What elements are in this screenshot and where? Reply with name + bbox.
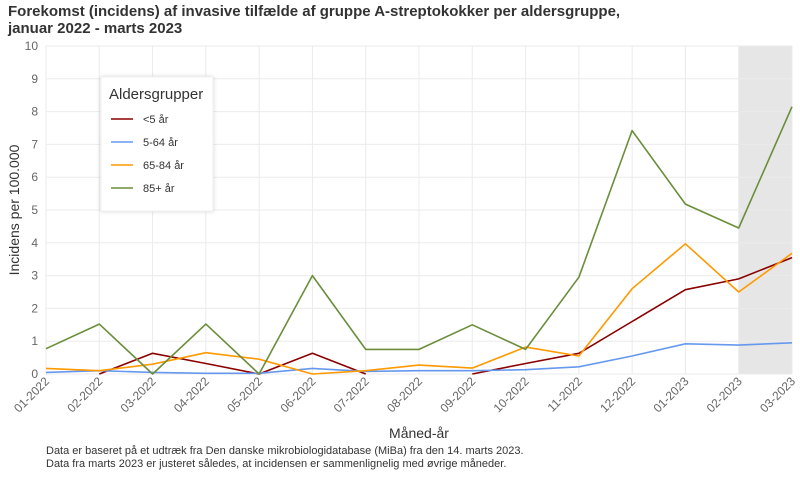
x-tick-label: 08-2022 xyxy=(384,374,425,415)
chart-title: Forekomst (incidens) af invasive tilfæld… xyxy=(8,3,788,37)
footnote: Data er baseret på et udtræk fra Den dan… xyxy=(46,445,524,471)
y-tick-label: 3 xyxy=(31,269,38,283)
x-tick-label: 04-2022 xyxy=(171,374,212,415)
y-tick-label: 1 xyxy=(31,334,38,348)
y-tick-label: 4 xyxy=(31,236,38,250)
y-tick-label: 0 xyxy=(31,367,38,381)
x-tick-label: 01-2023 xyxy=(651,374,692,415)
legend-entry: <5 år xyxy=(143,114,169,126)
x-tick-label: 09-2022 xyxy=(437,374,478,415)
y-tick-label: 9 xyxy=(31,72,38,86)
legend-entry: 85+ år xyxy=(143,183,175,195)
chart-title-line-2: januar 2022 - marts 2023 xyxy=(8,20,183,37)
y-tick-label: 8 xyxy=(31,105,38,119)
y-tick-label: 7 xyxy=(31,137,38,151)
x-tick-label: 05-2022 xyxy=(224,374,265,415)
series-line xyxy=(45,243,793,375)
y-tick-label: 5 xyxy=(31,203,38,217)
x-tick-label: 11-2022 xyxy=(545,374,586,415)
legend-title: Aldersgrupper xyxy=(109,86,203,103)
series-line xyxy=(45,106,793,375)
x-tick-label: 06-2022 xyxy=(278,374,319,415)
footnote-line-2: Data fra marts 2023 er justeret således,… xyxy=(46,458,507,470)
x-tick-label: 03-2023 xyxy=(757,374,798,415)
series-line xyxy=(45,342,793,375)
y-tick-label: 10 xyxy=(25,39,39,53)
x-tick-label: 02-2023 xyxy=(704,374,745,415)
footnote-line-1: Data er baseret på et udtræk fra Den dan… xyxy=(46,445,524,457)
legend-entry: 5-64 år xyxy=(143,137,178,149)
y-tick-label: 6 xyxy=(31,170,38,184)
legend-entry: 65-84 år xyxy=(143,160,184,172)
x-tick-label: 10-2022 xyxy=(491,374,532,415)
y-tick-label: 2 xyxy=(31,301,38,315)
x-tick-label: 02-2022 xyxy=(64,374,105,415)
x-tick-label: 07-2022 xyxy=(331,374,372,415)
x-axis-title: Måned-år xyxy=(389,425,449,440)
series-line xyxy=(99,256,793,375)
chart-title-line-1: Forekomst (incidens) af invasive tilfæld… xyxy=(8,3,621,20)
y-axis-title: Incidens per 100.000 xyxy=(6,144,22,275)
x-tick-label: 12-2022 xyxy=(597,374,638,415)
x-tick-label: 03-2022 xyxy=(118,374,159,415)
